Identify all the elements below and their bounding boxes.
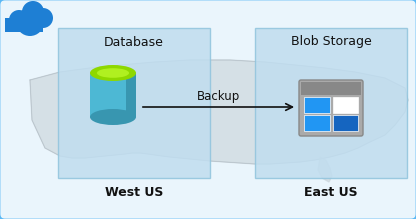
Circle shape bbox=[16, 8, 44, 36]
Text: Database: Database bbox=[104, 35, 164, 48]
Text: East US: East US bbox=[304, 185, 358, 198]
Bar bbox=[332, 97, 358, 113]
Text: Backup: Backup bbox=[197, 90, 240, 103]
Bar bbox=[301, 82, 361, 95]
Polygon shape bbox=[30, 60, 408, 164]
FancyBboxPatch shape bbox=[58, 28, 210, 178]
Bar bbox=[304, 115, 329, 131]
Circle shape bbox=[33, 8, 53, 28]
Bar bbox=[332, 115, 358, 131]
Bar bbox=[90, 73, 136, 117]
Ellipse shape bbox=[90, 109, 136, 125]
Ellipse shape bbox=[90, 65, 136, 81]
Circle shape bbox=[9, 10, 29, 30]
Bar bbox=[126, 73, 136, 117]
Text: Blob Storage: Blob Storage bbox=[291, 35, 371, 48]
Polygon shape bbox=[318, 157, 332, 182]
Bar bbox=[304, 97, 329, 113]
Bar bbox=[5, 18, 43, 32]
FancyBboxPatch shape bbox=[255, 28, 407, 178]
Text: West US: West US bbox=[105, 185, 163, 198]
Circle shape bbox=[22, 1, 44, 23]
Ellipse shape bbox=[97, 68, 129, 78]
FancyBboxPatch shape bbox=[299, 80, 363, 136]
